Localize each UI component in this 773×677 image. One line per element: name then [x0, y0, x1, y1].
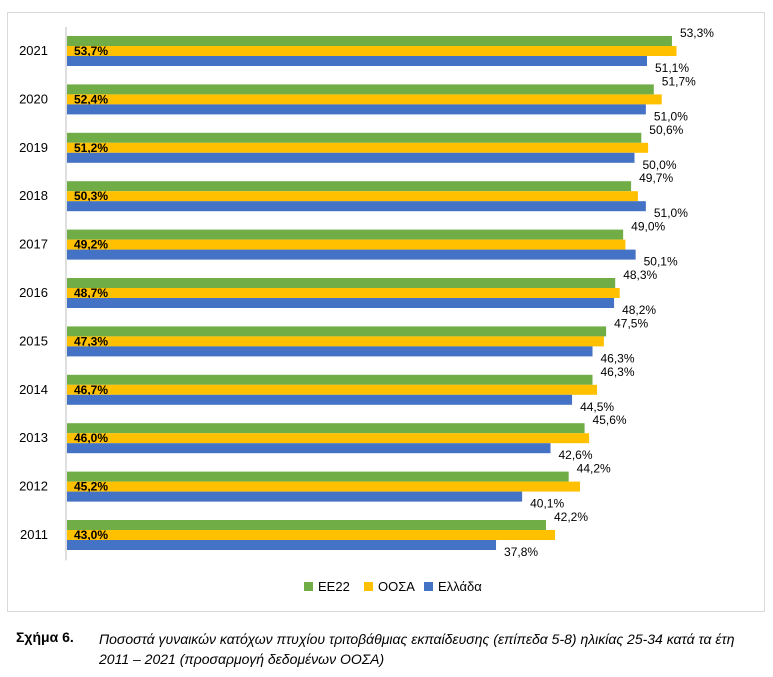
data-label: 48,7%	[74, 286, 108, 300]
data-label: 50,0%	[643, 158, 677, 172]
bar-ee22	[67, 471, 569, 482]
data-label: 51,7%	[662, 74, 696, 88]
bar-ee22	[67, 132, 642, 143]
bar-ee22	[67, 520, 546, 530]
year-label: 2013	[19, 430, 48, 445]
legend-swatch	[304, 582, 313, 591]
data-label: 44,2%	[577, 462, 611, 476]
bar-oosa	[67, 530, 556, 540]
data-label: 49,7%	[639, 171, 673, 185]
year-label: 2017	[19, 237, 48, 252]
data-label: 47,5%	[614, 316, 648, 330]
legend-swatch	[424, 582, 433, 591]
chart-frame: 2021 53,3% 53,7% 51,1% 2020 51,7% 52,4% 51,0% 20…	[7, 12, 765, 612]
bar-oosa	[67, 191, 638, 202]
bar-oosa	[67, 384, 598, 395]
data-label: 53,7%	[74, 44, 108, 58]
bar-greece	[67, 491, 523, 502]
data-label: 45,6%	[593, 413, 627, 427]
data-label: 49,0%	[631, 220, 665, 234]
bar-chart: 2021 53,3% 53,7% 51,1% 2020 51,7% 52,4% 51,0% 20…	[19, 26, 714, 594]
year-label: 2011	[20, 527, 48, 542]
bar-greece	[67, 298, 615, 308]
legend-label: ΟΟΣΑ	[378, 579, 415, 594]
bar-ee22	[67, 326, 607, 337]
data-label: 53,3%	[680, 26, 714, 40]
data-label: 45,2%	[74, 480, 108, 494]
data-label: 43,0%	[74, 528, 108, 542]
data-label: 51,1%	[655, 61, 689, 75]
year-label: 2016	[19, 285, 48, 300]
bar-greece	[67, 152, 635, 163]
bar-oosa	[67, 94, 662, 105]
data-label: 47,3%	[74, 334, 108, 348]
bar-oosa	[67, 142, 649, 153]
year-label: 2020	[19, 91, 48, 106]
bar-oosa	[67, 288, 620, 298]
data-label: 49,2%	[74, 238, 108, 252]
bar-greece	[67, 394, 573, 405]
bar-oosa	[67, 46, 677, 56]
data-label: 50,6%	[649, 123, 683, 137]
caption-number: Σχήμα 6.	[16, 629, 74, 645]
bar-oosa	[67, 239, 626, 250]
legend-label: ΕΕ22	[318, 579, 350, 594]
bar-ee22	[67, 278, 616, 288]
data-label: 51,2%	[74, 141, 108, 155]
data-label: 52,4%	[74, 92, 108, 106]
data-label: 50,3%	[74, 189, 108, 203]
data-label: 46,3%	[601, 365, 635, 379]
year-label: 2018	[19, 188, 48, 203]
bar-ee22	[67, 84, 654, 95]
year-label: 2015	[19, 333, 48, 348]
bar-oosa	[67, 481, 581, 492]
data-label: 46,0%	[74, 431, 108, 445]
data-label: 40,1%	[530, 497, 564, 511]
data-label: 37,8%	[504, 545, 538, 559]
year-label: 2021	[19, 43, 48, 58]
bar-greece	[67, 104, 646, 115]
data-label: 46,7%	[74, 383, 108, 397]
bar-greece	[67, 201, 646, 212]
data-label: 46,3%	[601, 351, 635, 365]
bar-greece	[67, 346, 593, 357]
data-label: 42,6%	[559, 448, 593, 462]
data-label: 44,5%	[580, 400, 614, 414]
bar-ee22	[67, 181, 632, 192]
bar-greece	[67, 540, 497, 550]
bar-ee22	[67, 423, 585, 434]
bar-ee22	[67, 374, 593, 385]
bar-oosa	[67, 336, 604, 347]
data-label: 51,0%	[654, 206, 688, 220]
legend-swatch	[364, 582, 373, 591]
caption-text: Ποσοστά γυναικών κατόχων πτυχίου τριτοβά…	[99, 631, 735, 667]
bar-greece	[67, 443, 551, 454]
data-label: 51,0%	[654, 109, 688, 123]
data-label: 48,3%	[623, 268, 657, 282]
bar-ee22	[67, 36, 672, 46]
bar-greece	[67, 249, 636, 260]
data-label: 48,2%	[622, 303, 656, 317]
data-label: 42,2%	[554, 510, 588, 524]
year-label: 2019	[19, 140, 48, 155]
bar-greece	[67, 56, 647, 66]
year-label: 2014	[19, 382, 48, 397]
bar-oosa	[67, 433, 590, 444]
year-label: 2012	[19, 479, 48, 494]
legend-label: Ελλάδα	[438, 579, 482, 594]
bar-ee22	[67, 229, 624, 240]
data-label: 50,1%	[644, 255, 678, 269]
